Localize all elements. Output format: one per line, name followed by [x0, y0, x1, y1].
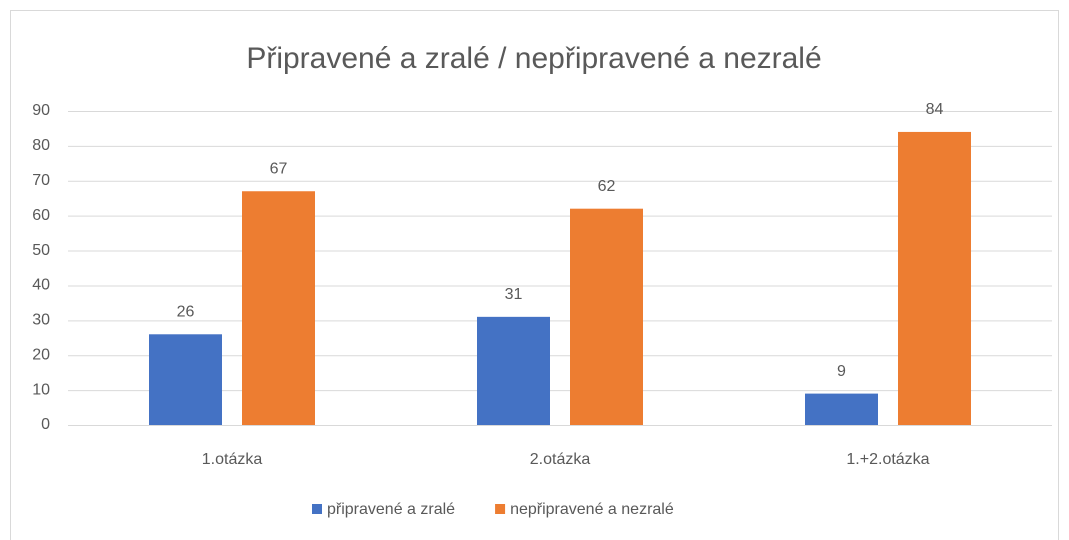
y-tick-label: 80 [32, 137, 50, 154]
y-tick-label: 0 [41, 416, 50, 433]
data-label: 26 [177, 304, 195, 321]
y-tick-label: 40 [32, 277, 50, 294]
x-tick-label: 1.otázka [202, 451, 263, 468]
y-tick-label: 60 [32, 207, 50, 224]
x-tick-label: 2.otázka [530, 451, 591, 468]
bar [149, 334, 222, 425]
bar [242, 191, 315, 425]
x-tick-label: 1.+2.otázka [846, 451, 929, 468]
data-label: 84 [926, 101, 944, 118]
y-tick-label: 10 [32, 381, 50, 398]
data-label: 62 [598, 178, 616, 195]
data-label: 9 [837, 363, 846, 380]
y-tick-label: 20 [32, 346, 50, 363]
bar [898, 131, 971, 425]
legend-swatch [312, 504, 322, 514]
bar [805, 393, 878, 425]
bar [477, 316, 550, 425]
legend-label: připravené a zralé [327, 501, 455, 518]
legend-swatch [495, 504, 506, 514]
chart-border [10, 10, 1059, 540]
chart-title: Připravené a zralé / nepřipravené a nezr… [246, 42, 821, 75]
y-tick-label: 90 [32, 102, 50, 119]
data-label: 67 [270, 160, 288, 177]
bar [570, 208, 643, 425]
legend-label: nepřipravené a nezralé [510, 501, 674, 518]
y-tick-label: 50 [32, 242, 50, 259]
y-tick-label: 70 [32, 172, 50, 189]
y-tick-label: 30 [32, 312, 50, 329]
data-label: 31 [505, 286, 523, 303]
